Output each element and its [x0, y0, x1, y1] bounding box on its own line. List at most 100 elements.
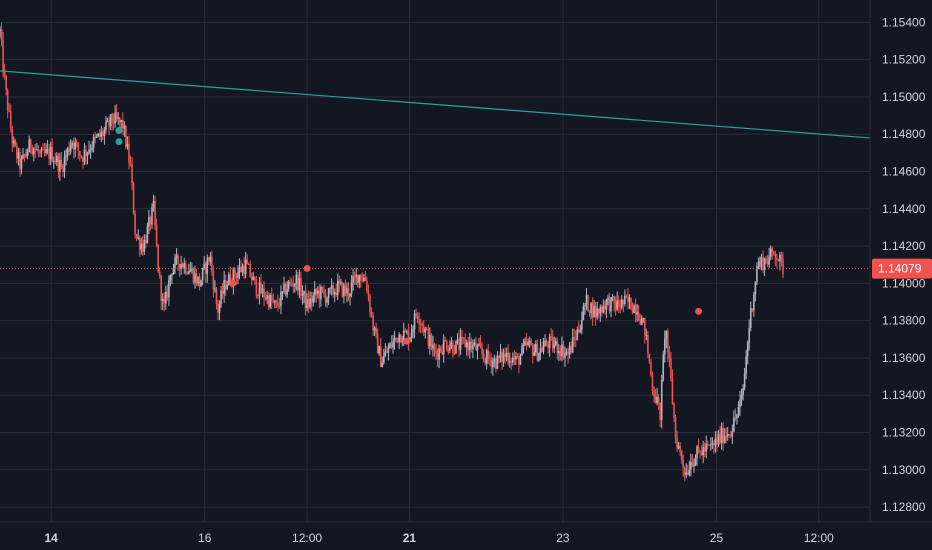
candle-body: [72, 142, 75, 150]
x-tick-label: 23: [556, 531, 570, 545]
candle-body: [31, 147, 34, 154]
candle-body: [412, 329, 414, 333]
candle-body: [243, 265, 245, 274]
candle-body: [495, 358, 497, 369]
candle-body: [751, 308, 754, 311]
candle-body: [13, 140, 15, 144]
candle-body: [220, 290, 222, 305]
candle-body: [413, 313, 416, 330]
y-tick-label: 1.15000: [882, 90, 926, 104]
candle-body: [356, 274, 359, 284]
candle-body: [453, 352, 456, 354]
candle-body: [28, 139, 30, 153]
candle-body: [181, 263, 184, 268]
candle-body: [270, 295, 273, 302]
y-tick-label: 1.14800: [882, 127, 926, 141]
candle-body: [450, 342, 453, 348]
candle-body: [312, 295, 314, 303]
candle-body: [510, 361, 513, 363]
candle-body: [677, 445, 680, 449]
x-tick-label: 25: [710, 531, 724, 545]
candle-body: [34, 148, 37, 150]
candle-body: [642, 318, 645, 320]
candle-body: [94, 136, 96, 138]
candle-body: [247, 264, 250, 266]
candle-body: [639, 319, 642, 325]
candle-body: [89, 149, 92, 151]
candle-body: [782, 258, 784, 275]
candle-body: [152, 200, 155, 208]
candle-body: [679, 445, 681, 451]
candle-body: [690, 461, 692, 470]
y-tick-label: 1.13600: [882, 351, 926, 365]
candle-body: [407, 331, 410, 342]
candle-body: [766, 261, 769, 265]
candle-body: [283, 283, 285, 292]
candle-body: [432, 344, 434, 349]
candle-body: [327, 288, 330, 299]
candle-body: [68, 147, 70, 152]
candle-body: [289, 282, 291, 284]
candle-body: [309, 298, 311, 308]
candle-body: [703, 447, 706, 452]
candle-body: [292, 284, 295, 287]
candle-body: [699, 450, 701, 453]
candle-body: [83, 149, 86, 162]
candle-body: [32, 148, 35, 154]
candle-body: [574, 338, 577, 340]
candle-body: [338, 280, 341, 284]
candle-body: [535, 344, 537, 353]
candle-body: [676, 437, 678, 449]
candle-body: [579, 329, 582, 332]
candle-body: [461, 336, 463, 338]
candle-body: [226, 284, 229, 290]
candle-body: [488, 358, 491, 360]
candle-body: [97, 133, 100, 137]
candle-body: [436, 353, 439, 360]
candle-body: [667, 331, 669, 353]
candle-body: [135, 234, 138, 239]
y-tick-label: 1.14200: [882, 239, 926, 253]
candle-body: [306, 299, 308, 309]
candle-body: [40, 148, 43, 153]
candle-body: [723, 436, 726, 444]
time-axis[interactable]: 14 16 12:00 21 23 25 12:00: [44, 531, 834, 545]
candle-body: [88, 149, 90, 153]
candle-body: [174, 257, 176, 269]
candle-body: [77, 143, 80, 152]
candle-body: [149, 217, 152, 225]
candle-body: [284, 283, 287, 295]
candle-body: [183, 263, 186, 268]
candle-body: [522, 344, 525, 347]
candle-body: [730, 434, 732, 437]
candle-body: [673, 403, 675, 418]
candle-body: [688, 469, 691, 475]
candle-body: [429, 334, 431, 347]
candle-body: [200, 280, 202, 287]
y-tick-label: 1.13400: [882, 388, 926, 402]
candle-body: [581, 319, 583, 330]
candle-body: [175, 255, 178, 258]
candle-body: [511, 357, 514, 363]
candle-body: [158, 271, 161, 276]
candle-body: [189, 270, 192, 272]
candle-body: [516, 356, 519, 358]
candle-body: [155, 225, 158, 245]
price-axis[interactable]: 1.15400 1.15200 1.15000 1.14800 1.14600 1.144…: [882, 15, 926, 514]
signal-marker: [403, 337, 411, 345]
candle-body: [749, 308, 752, 328]
candle-body: [753, 294, 755, 311]
candle-body: [519, 355, 522, 365]
candle-body: [165, 291, 167, 304]
candle-body: [386, 351, 388, 353]
candle-body: [722, 427, 724, 444]
candle-body: [11, 129, 14, 144]
candle-body: [349, 293, 351, 297]
candle-body: [367, 290, 370, 297]
candle-body: [479, 343, 482, 348]
candle-body: [599, 307, 602, 314]
candle-body: [373, 327, 376, 331]
trendline-layer[interactable]: [0, 70, 871, 139]
candle-body: [318, 290, 321, 300]
